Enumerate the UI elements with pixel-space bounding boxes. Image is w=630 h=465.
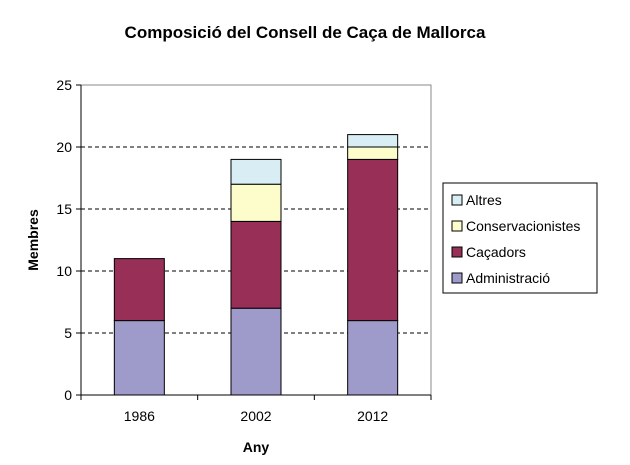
y-axis-ticks: 0 5 10 15 20 25 [56, 77, 81, 403]
x-axis-title: Any [243, 439, 270, 455]
legend-label-conservacionistes: Conservacionistes [466, 218, 580, 234]
bar-segment-ca-adors [113, 258, 165, 322]
x-axis-ticks: 1986 2002 2012 [80, 395, 432, 424]
bar-segment-administraci- [230, 307, 282, 396]
bar-segment-conservacionistes [230, 183, 282, 222]
y-tick-label: 25 [56, 77, 72, 93]
legend-swatch-conservacionistes [451, 220, 463, 232]
legend-swatch-ca-adors [451, 246, 463, 258]
x-tick-label: 2002 [240, 408, 271, 424]
legend-label-ca-adors: Caçadors [466, 244, 526, 260]
y-tick-label: 5 [64, 325, 72, 341]
y-axis-title: Membres [25, 209, 41, 271]
bar-segment-ca-adors [347, 158, 399, 322]
chart-title: Composició del Consell de Caça de Mallor… [125, 23, 486, 42]
x-tick-label: 1986 [124, 408, 155, 424]
bars-group [113, 134, 399, 396]
bar-segment-ca-adors [230, 220, 282, 309]
legend-box [442, 182, 598, 294]
bar-segment-altres [230, 158, 282, 185]
y-tick-label: 20 [56, 139, 72, 155]
y-tick-label: 15 [56, 201, 72, 217]
bar-segment-conservacionistes [347, 146, 399, 160]
legend-label-administraci-: Administració [466, 270, 550, 286]
y-tick-label: 0 [64, 387, 72, 403]
bar-segment-altres [347, 134, 399, 148]
y-tick-label: 10 [56, 263, 72, 279]
bar-segment-administraci- [113, 320, 165, 396]
legend: Altres Conservacionistes Caçadors Administr… [442, 182, 598, 294]
legend-label-altres: Altres [466, 192, 502, 208]
x-tick-label: 2012 [357, 408, 388, 424]
legend-swatch-administraci- [451, 272, 463, 284]
bar-segment-administraci- [347, 320, 399, 396]
legend-swatch-altres [451, 194, 463, 206]
